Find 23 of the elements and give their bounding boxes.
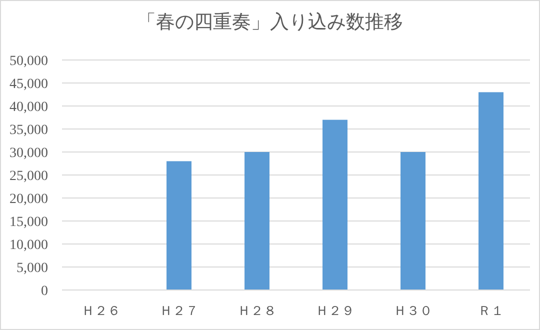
y-tick-label: 10,000 [10,238,48,253]
bar [478,92,504,290]
y-tick-label: 15,000 [10,215,48,230]
x-tick-label: Ｈ２６ [82,303,120,318]
y-tick-label: 50,000 [10,54,48,69]
bar [244,152,270,290]
y-tick-label: 30,000 [10,146,48,161]
y-tick-label: 45,000 [10,77,48,92]
x-tick-label: Ｒ１ [478,303,504,318]
y-tick-label: 25,000 [10,169,48,184]
y-tick-label: 20,000 [10,192,48,207]
x-tick-label: Ｈ２８ [238,303,276,318]
y-tick-label: 0 [41,284,48,299]
x-tick-label: Ｈ２７ [160,303,198,318]
y-tick-label: 40,000 [10,100,48,115]
chart-title: 「春の四重奏」入り込み数推移 [137,12,403,33]
y-tick-label: 35,000 [10,123,48,138]
bar [400,152,426,290]
bar [166,161,192,290]
y-tick-label: 5,000 [16,261,48,276]
x-tick-label: Ｈ２９ [316,303,354,318]
x-tick-label: Ｈ３０ [394,303,432,318]
bar [322,120,348,290]
